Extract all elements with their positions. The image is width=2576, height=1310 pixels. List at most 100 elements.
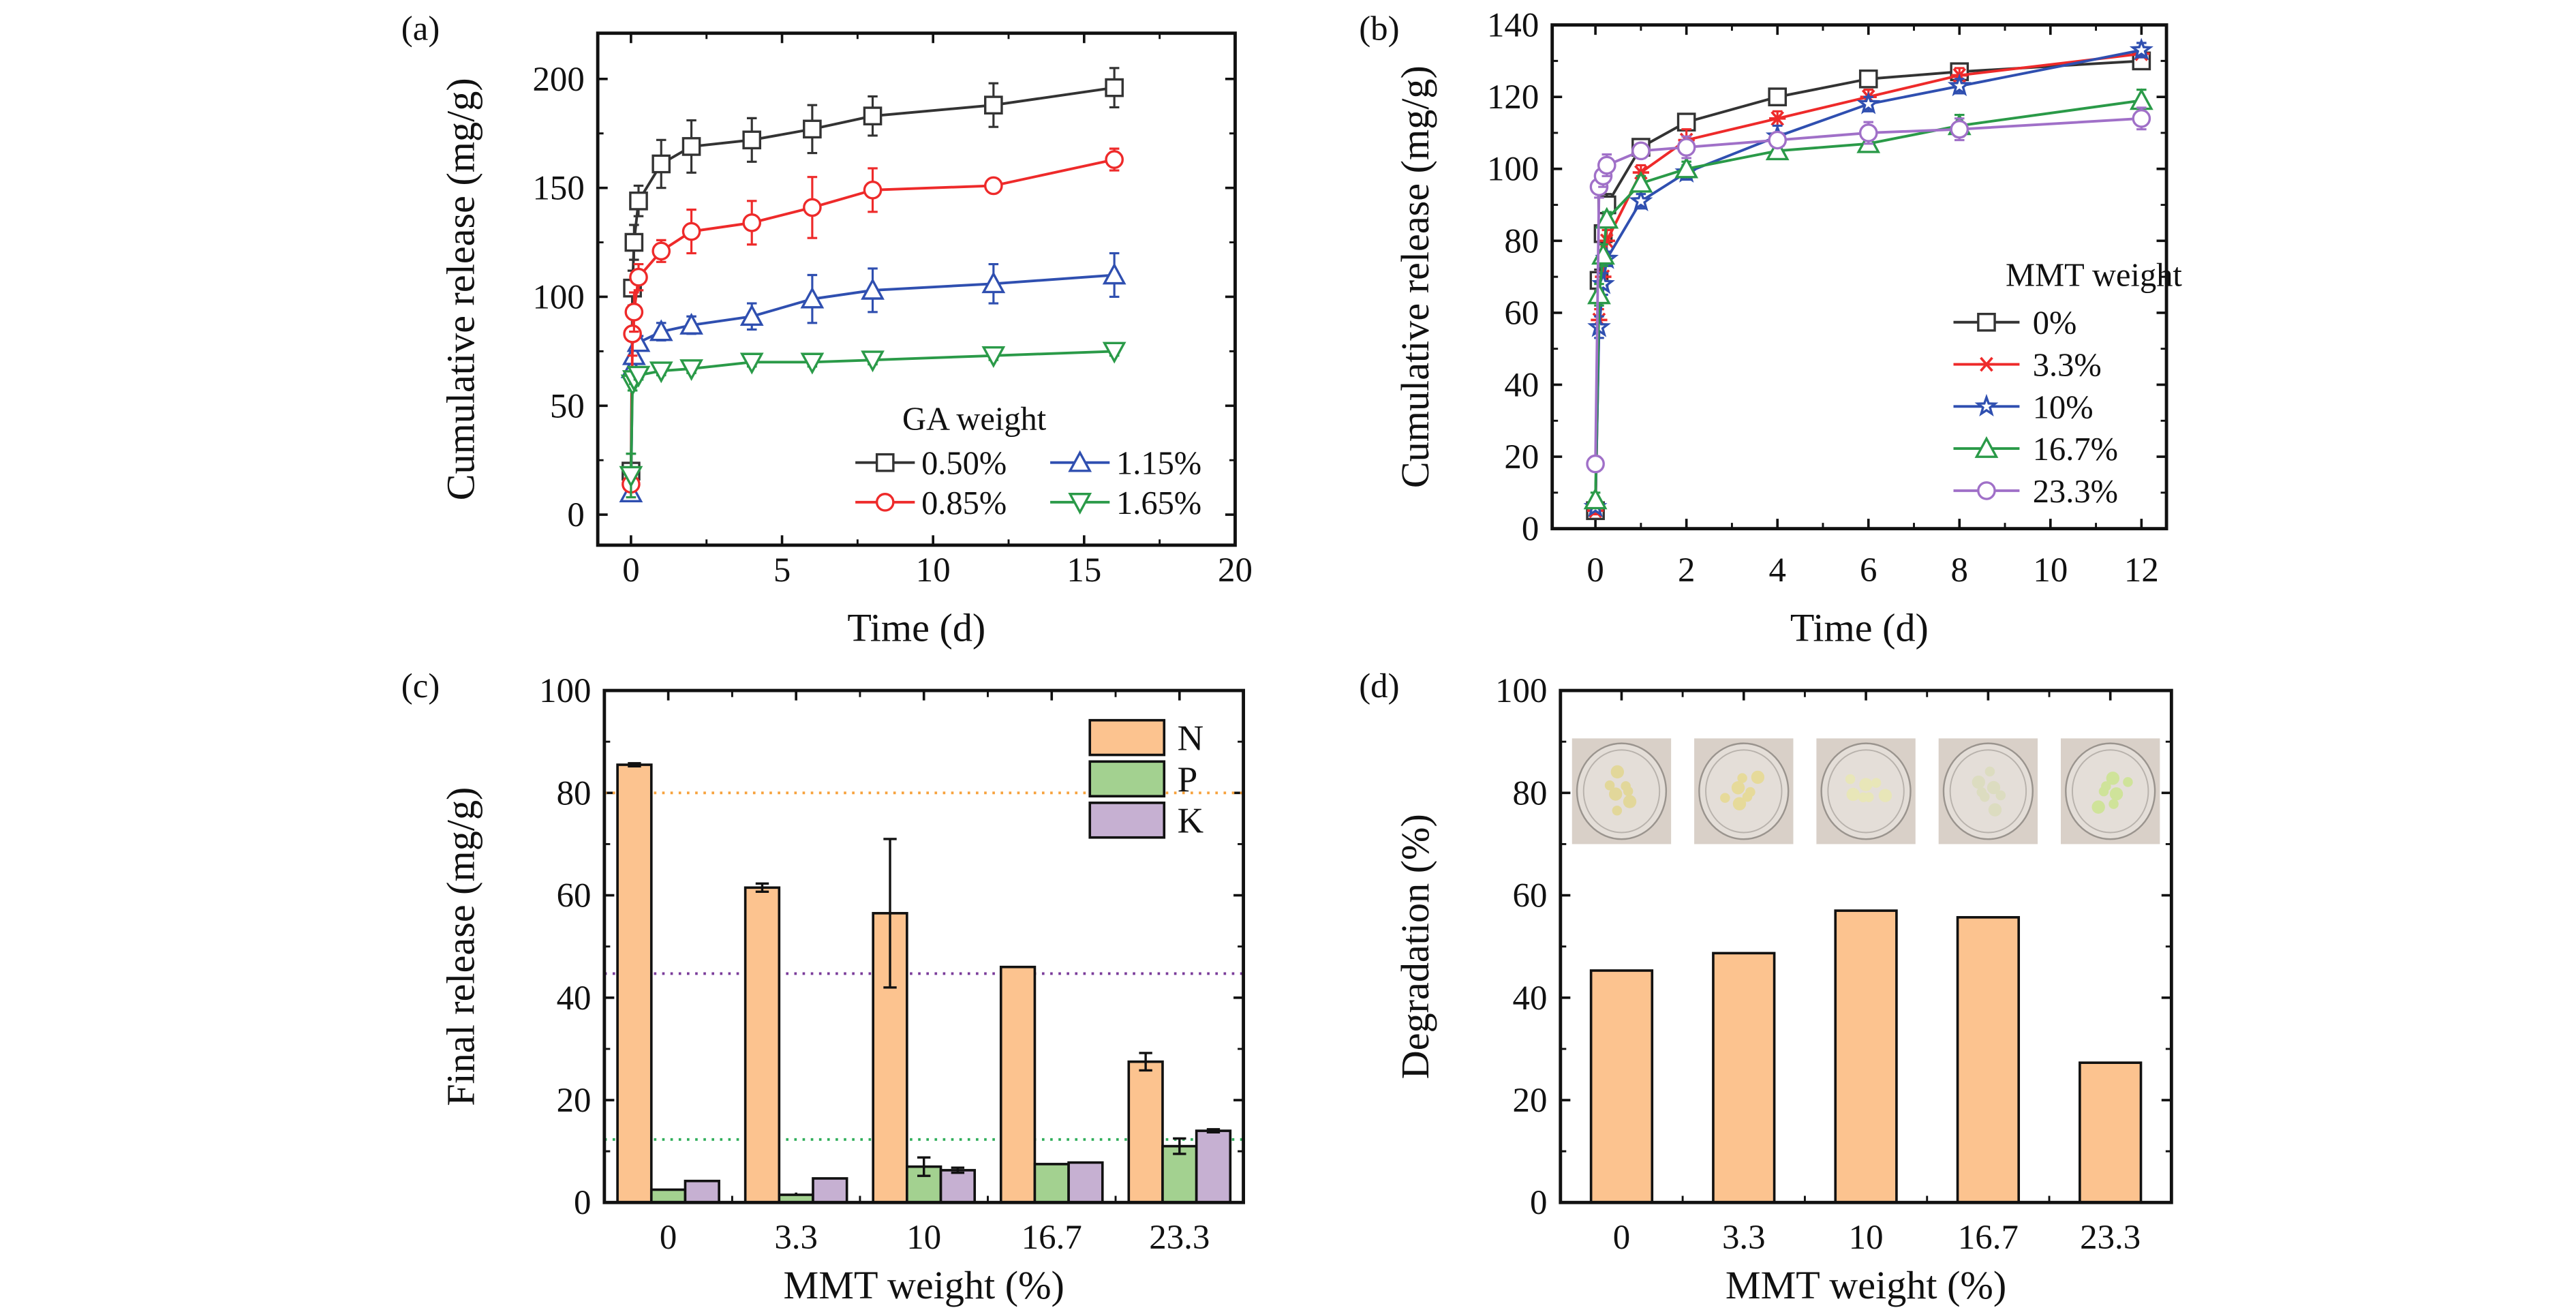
data-point — [1583, 487, 1608, 510]
x-tick-label: 10 — [916, 551, 951, 590]
data-point — [863, 181, 883, 200]
panel-label: (d) — [1359, 667, 1399, 705]
legend-label: P — [1178, 759, 1198, 799]
data-point — [742, 130, 762, 150]
error-bar — [1139, 1052, 1152, 1072]
x-axis-label: MMT weight (%) — [784, 1263, 1064, 1307]
plot-frame — [1550, 23, 2168, 531]
legend: GA weight 0.50% 1.15% 0.85% 1.65% — [855, 401, 1201, 521]
x-tick-label: 8 — [1951, 551, 1968, 590]
sample-fragment — [2109, 787, 2123, 801]
y-tick-label: 120 — [1487, 78, 1539, 117]
sample-fragment — [2091, 800, 2105, 814]
data-point — [1586, 454, 1605, 474]
legend: MMT weight 0% 3.3% 10% 16.7% 23.3% — [1953, 257, 2182, 510]
x-tick-label: 16.7 — [1958, 1219, 2019, 1257]
sample-fragment — [2106, 772, 2119, 785]
x-axis-label: Time (d) — [847, 605, 985, 650]
legend-swatch — [1088, 718, 1166, 757]
x-tick-label: 3.3 — [774, 1219, 818, 1257]
data-point — [1676, 138, 1696, 157]
data-point — [681, 222, 701, 241]
legend-label: 1.15% — [1116, 446, 1201, 482]
bar-K — [1067, 1161, 1104, 1204]
legend-marker — [1977, 481, 1996, 500]
error-bar — [951, 1166, 965, 1174]
y-tick-label: 0 — [1522, 511, 1539, 549]
y-tick-label: 100 — [1495, 672, 1547, 710]
data-point — [861, 277, 885, 300]
x-tick-label: 6 — [1860, 551, 1877, 590]
bar-K — [1195, 1129, 1232, 1204]
sample-photo — [2061, 738, 2160, 844]
data-point — [1765, 138, 1790, 161]
series-23.3% — [1586, 106, 2151, 474]
data-point — [651, 241, 671, 261]
x-axis-label: MMT weight (%) — [1726, 1263, 2006, 1307]
error-bar — [1206, 1128, 1221, 1134]
data-point — [679, 312, 703, 335]
data-point — [626, 365, 651, 388]
bar — [1589, 969, 1654, 1204]
y-tick-label: 40 — [1504, 366, 1539, 404]
data-point — [2132, 109, 2151, 128]
petri-dish-rim — [1949, 749, 2027, 834]
y-tick-label: 80 — [1513, 774, 1548, 812]
x-tick-label: 0 — [1613, 1219, 1630, 1257]
x-tick-label: 3.3 — [1722, 1219, 1766, 1257]
sample-fragment — [2098, 786, 2109, 797]
panel-c: (c) Final release (mg/g) MMT weight (%) 0 20… — [401, 667, 1245, 1307]
data-point — [1629, 189, 1653, 212]
petri-dish-rim — [1582, 749, 1661, 834]
y-axis-label: Cumulative release (mg/g) — [438, 78, 482, 500]
series-1.15% — [619, 252, 1126, 502]
y-tick-label: 0 — [567, 496, 584, 534]
data-point — [1102, 262, 1126, 285]
x-tick-label: 4 — [1768, 551, 1785, 590]
sample-photo — [1816, 738, 1916, 844]
legend-title: MMT weight — [2006, 257, 2182, 293]
y-tick-label: 40 — [1513, 979, 1548, 1018]
data-point — [863, 106, 883, 125]
y-axis-label: Degradation (%) — [1393, 814, 1437, 1079]
bar-N — [999, 965, 1037, 1204]
sample-fragment — [1988, 803, 2002, 817]
series-0.85% — [622, 147, 1124, 499]
sample-fragment — [1845, 774, 1856, 785]
legend-title: GA weight — [902, 401, 1047, 437]
sample-fragment — [1984, 766, 1995, 777]
data-point — [679, 359, 703, 382]
data-point — [1587, 282, 1611, 305]
y-tick-label: 100 — [1487, 151, 1539, 189]
x-tick-label: 10 — [2033, 551, 2068, 590]
data-point — [1102, 341, 1126, 364]
sample-fragment — [1621, 781, 1631, 791]
bar — [1956, 916, 2021, 1204]
sample-fragment — [1864, 792, 1874, 802]
sample-fragment — [1859, 778, 1873, 791]
data-point — [739, 304, 764, 326]
data-point — [803, 119, 822, 139]
panel-label: (a) — [401, 10, 440, 48]
bar-K — [812, 1177, 848, 1204]
data-point — [2129, 37, 2153, 61]
series-16.7% — [1583, 88, 2153, 510]
x-tick-label: 0 — [1586, 551, 1604, 590]
panel-a: (a)Cumulative release (mg/g)Time (d)0501… — [401, 10, 1253, 650]
legend-label: 0.50% — [921, 446, 1007, 482]
bar — [2079, 1061, 2143, 1204]
data-point — [1595, 207, 1619, 229]
sample-fragment — [1871, 778, 1882, 788]
plot-frame — [596, 31, 1237, 547]
y-tick-label: 100 — [539, 672, 591, 710]
legend-label: 23.3% — [2033, 474, 2118, 510]
x-tick-label: 2 — [1678, 551, 1695, 590]
data-point — [1947, 73, 1972, 97]
x-tick-label: 0 — [660, 1219, 677, 1257]
data-point — [629, 192, 648, 211]
x-axis-label: Time (d) — [1790, 605, 1929, 650]
x-tick-label: 23.3 — [1149, 1219, 1210, 1257]
y-axis-label: Final release (mg/g) — [438, 787, 482, 1106]
data-point — [1105, 78, 1124, 97]
